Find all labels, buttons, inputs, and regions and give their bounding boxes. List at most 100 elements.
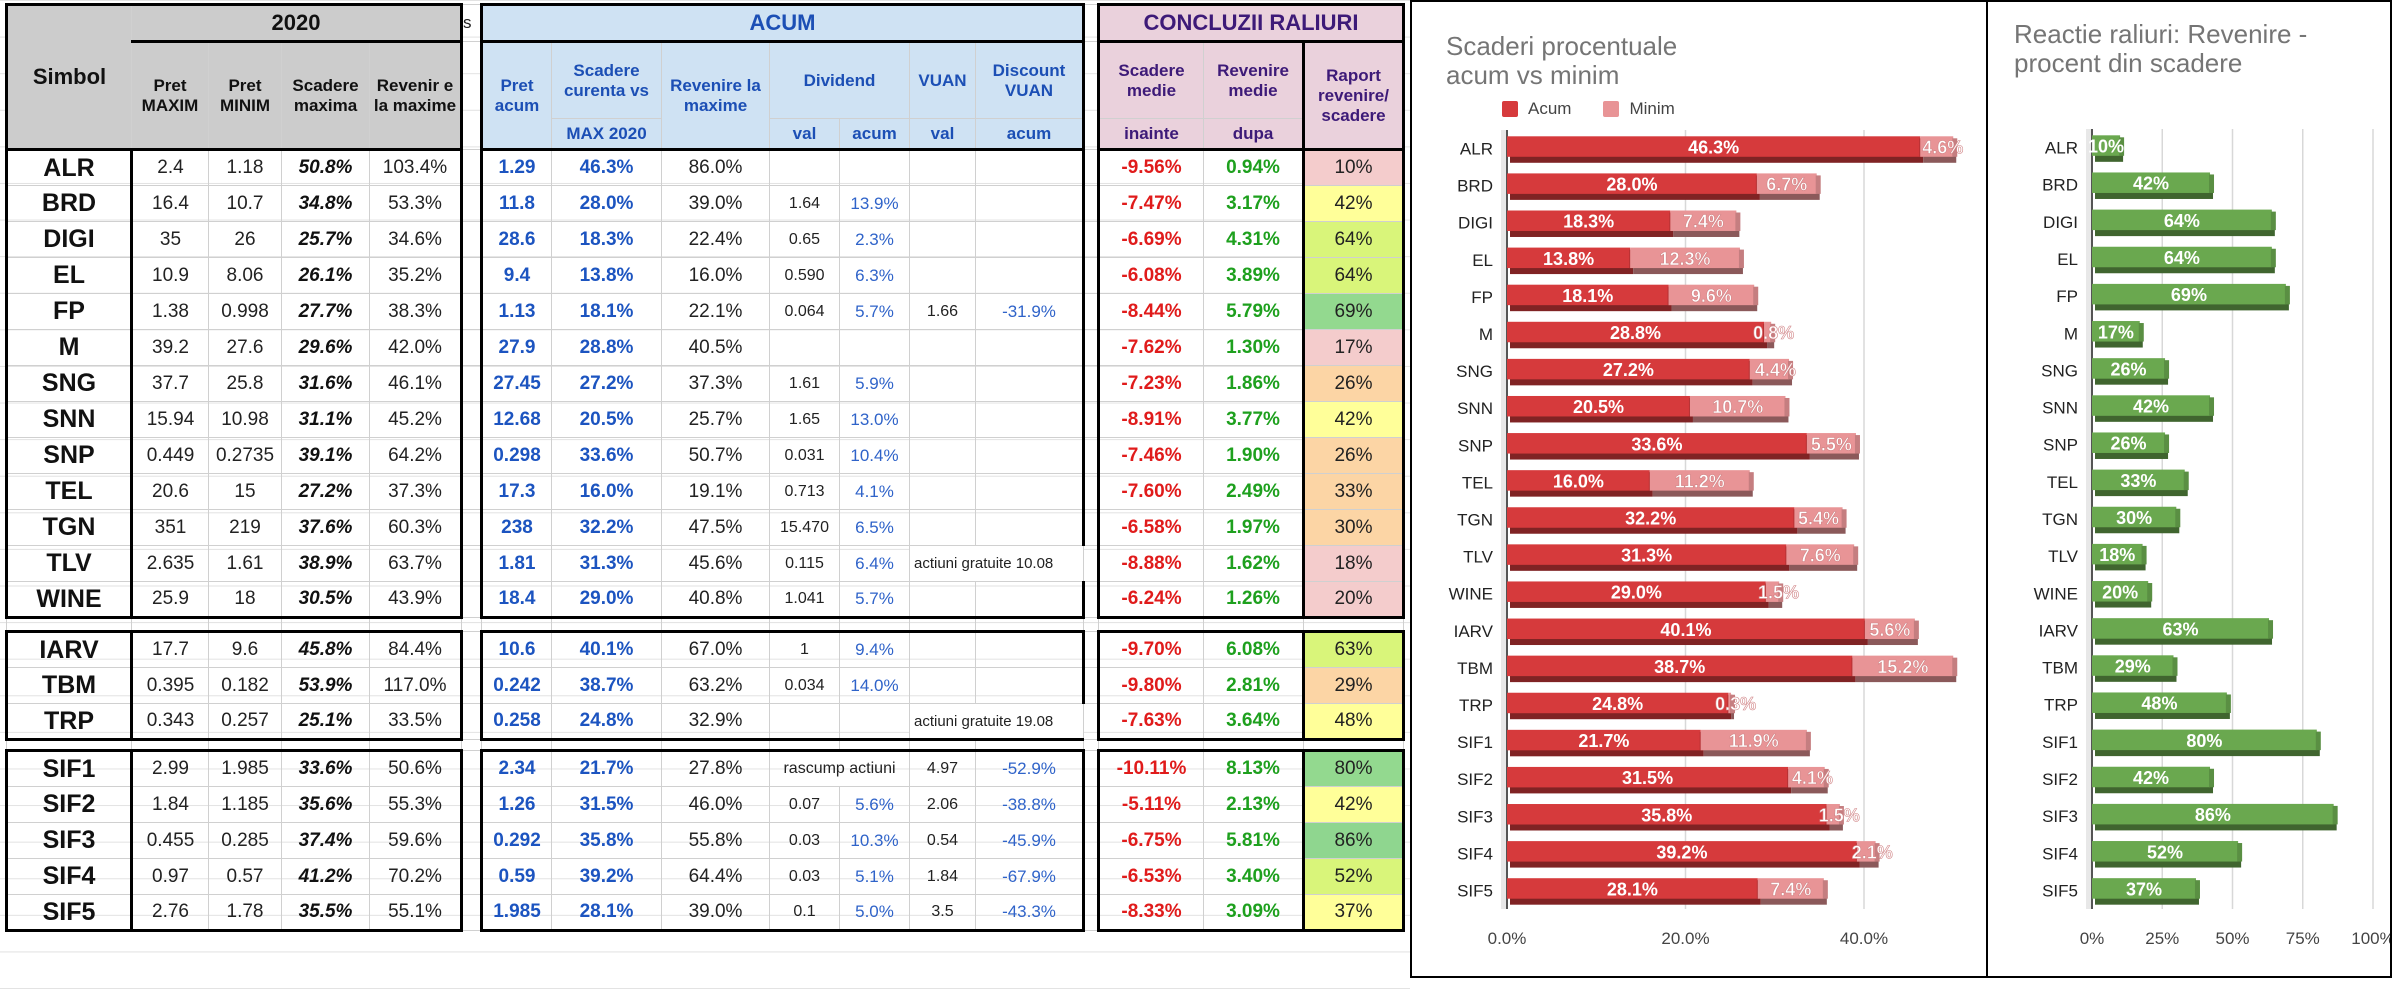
- header-pret-minim[interactable]: Pret MINIM: [208, 41, 282, 151]
- cell-simbol[interactable]: SIF1: [5, 749, 133, 787]
- cell-pret-maxim[interactable]: 20.6: [131, 473, 209, 510]
- header-scadere-medie[interactable]: Scadere medie: [1097, 41, 1204, 119]
- cell-discount-vuan[interactable]: -38.8%: [975, 786, 1085, 823]
- header-pret-acum[interactable]: Pret acum: [480, 41, 552, 151]
- cell-simbol[interactable]: BRD: [5, 185, 133, 222]
- cell-revenire-medie[interactable]: 4.31%: [1203, 221, 1304, 258]
- cell-discount-vuan[interactable]: [975, 148, 1085, 186]
- cell-discount-vuan[interactable]: [975, 437, 1085, 474]
- bar-minim[interactable]: [1649, 470, 1750, 491]
- cell-discount-vuan[interactable]: [975, 221, 1085, 258]
- cell-raport[interactable]: 48%: [1302, 703, 1405, 741]
- bar-minim[interactable]: [1728, 692, 1732, 714]
- cell-pret-acum[interactable]: 9.4: [480, 257, 552, 294]
- cell-scadere-maxima[interactable]: 31.6%: [281, 365, 370, 402]
- cell-scadere-maxima[interactable]: 25.7%: [281, 221, 370, 258]
- bar-acum[interactable]: [1507, 581, 1766, 602]
- cell-scadere-maxima[interactable]: 31.1%: [281, 401, 370, 438]
- cell-vuan-val[interactable]: [909, 257, 976, 294]
- cell-vuan-val[interactable]: [909, 509, 976, 546]
- cell-scadere-medie[interactable]: -6.53%: [1097, 858, 1204, 895]
- cell-pret-acum[interactable]: 1.29: [480, 148, 552, 186]
- cell-pret-acum[interactable]: 2.34: [480, 749, 552, 787]
- cell-scadere-maxima[interactable]: 27.2%: [281, 473, 370, 510]
- cell-note[interactable]: actiuni gratuite 19.08: [909, 703, 1084, 741]
- cell-revenire-la-maxime[interactable]: 64.4%: [661, 858, 770, 895]
- bar-minim[interactable]: [1689, 395, 1786, 417]
- cell-revenire-la-maxime[interactable]: 86.0%: [661, 148, 770, 186]
- bar-acum[interactable]: [1507, 247, 1631, 269]
- header-revenire-la-maxime[interactable]: Revenire la maxime: [661, 41, 770, 151]
- cell-scadere-curenta[interactable]: 33.6%: [551, 437, 662, 474]
- bar-acum[interactable]: [1507, 804, 1827, 825]
- bar-acum[interactable]: [1507, 284, 1669, 306]
- cell-discount-vuan[interactable]: [975, 365, 1085, 402]
- cell-dividend-val[interactable]: 0.07: [769, 786, 840, 823]
- cell-dividend-acum[interactable]: [839, 703, 910, 741]
- cell-revenire-medie[interactable]: 5.79%: [1203, 293, 1304, 330]
- cell-vuan-val[interactable]: [909, 148, 976, 186]
- cell-revenire-maxime[interactable]: 103.4%: [369, 148, 463, 186]
- cell-scadere-maxima[interactable]: 27.7%: [281, 293, 370, 330]
- cell-note[interactable]: actiuni gratuite 10.08: [909, 545, 1084, 582]
- cell-dividend-acum[interactable]: 13.0%: [839, 401, 910, 438]
- cell-raport[interactable]: 37%: [1302, 894, 1405, 932]
- header-simbol[interactable]: Simbol: [5, 3, 132, 151]
- cell-scadere-curenta[interactable]: 13.8%: [551, 257, 662, 294]
- cell-discount-vuan[interactable]: [975, 257, 1085, 294]
- cell-pret-acum[interactable]: 0.242: [480, 667, 552, 704]
- bar-acum[interactable]: [1507, 173, 1757, 194]
- cell-pret-acum[interactable]: 0.59: [480, 858, 552, 895]
- cell-scadere-maxima[interactable]: 33.6%: [281, 749, 370, 787]
- cell-revenire-la-maxime[interactable]: 37.3%: [661, 365, 770, 402]
- cell-dividend-acum[interactable]: 6.3%: [839, 257, 910, 294]
- bar-acum[interactable]: [1507, 766, 1789, 788]
- cell-revenire-la-maxime[interactable]: 40.8%: [661, 581, 770, 619]
- cell-revenire-maxime[interactable]: 35.2%: [369, 257, 463, 294]
- cell-revenire-medie[interactable]: 1.90%: [1203, 437, 1304, 474]
- header-discount-acum[interactable]: acum: [975, 118, 1085, 151]
- header-vuan-val[interactable]: val: [909, 118, 976, 151]
- bar-acum[interactable]: [1507, 321, 1765, 343]
- cell-revenire-la-maxime[interactable]: 67.0%: [661, 630, 770, 668]
- cell-scadere-maxima[interactable]: 25.1%: [281, 703, 370, 741]
- cell-dividend-val[interactable]: 0.713: [769, 473, 840, 510]
- cell-scadere-maxima[interactable]: 26.1%: [281, 257, 370, 294]
- cell-vuan-val[interactable]: [909, 365, 976, 402]
- bar-minim[interactable]: [1630, 247, 1740, 269]
- cell-pret-maxim[interactable]: 1.38: [131, 293, 209, 330]
- bar-raport[interactable]: [2092, 432, 2166, 453]
- header-scadere-curenta-sub[interactable]: MAX 2020: [551, 118, 662, 151]
- cell-discount-vuan[interactable]: [975, 401, 1085, 438]
- cell-pret-minim[interactable]: 18: [208, 581, 282, 619]
- cell-pret-maxim[interactable]: 10.9: [131, 257, 209, 294]
- cell-dividend-acum[interactable]: 4.1%: [839, 473, 910, 510]
- cell-raport[interactable]: 18%: [1302, 545, 1405, 582]
- cell-pret-acum[interactable]: 12.68: [480, 401, 552, 438]
- cell-pret-minim[interactable]: 0.2735: [208, 437, 282, 474]
- cell-scadere-medie[interactable]: -7.63%: [1097, 703, 1204, 741]
- cell-simbol[interactable]: IARV: [5, 630, 133, 668]
- cell-pret-maxim[interactable]: 1.84: [131, 786, 209, 823]
- cell-revenire-medie[interactable]: 1.26%: [1203, 581, 1304, 619]
- cell-dividend-acum[interactable]: 5.9%: [839, 365, 910, 402]
- cell-scadere-maxima[interactable]: 53.9%: [281, 667, 370, 704]
- cell-pret-acum[interactable]: 1.985: [480, 894, 552, 932]
- cell-discount-vuan[interactable]: -52.9%: [975, 749, 1085, 787]
- cell-revenire-medie[interactable]: 0.94%: [1203, 148, 1304, 186]
- cell-scadere-maxima[interactable]: 38.9%: [281, 545, 370, 582]
- cell-pret-minim[interactable]: 1.185: [208, 786, 282, 823]
- bar-minim[interactable]: [1826, 804, 1840, 825]
- cell-raport[interactable]: 80%: [1302, 749, 1405, 787]
- cell-vuan-val[interactable]: 0.54: [909, 822, 976, 859]
- header-revenire-maxime[interactable]: Revenir e la maxime: [369, 41, 463, 151]
- cell-pret-acum[interactable]: 1.13: [480, 293, 552, 330]
- cell-revenire-la-maxime[interactable]: 63.2%: [661, 667, 770, 704]
- cell-revenire-la-maxime[interactable]: 27.8%: [661, 749, 770, 787]
- cell-discount-vuan[interactable]: -45.9%: [975, 822, 1085, 859]
- header-scadere-medie-sub[interactable]: inainte: [1097, 118, 1204, 151]
- cell-scadere-maxima[interactable]: 29.6%: [281, 329, 370, 366]
- cell-scadere-curenta[interactable]: 46.3%: [551, 148, 662, 186]
- cell-discount-vuan[interactable]: -67.9%: [975, 858, 1085, 895]
- cell-vuan-val[interactable]: 2.06: [909, 786, 976, 823]
